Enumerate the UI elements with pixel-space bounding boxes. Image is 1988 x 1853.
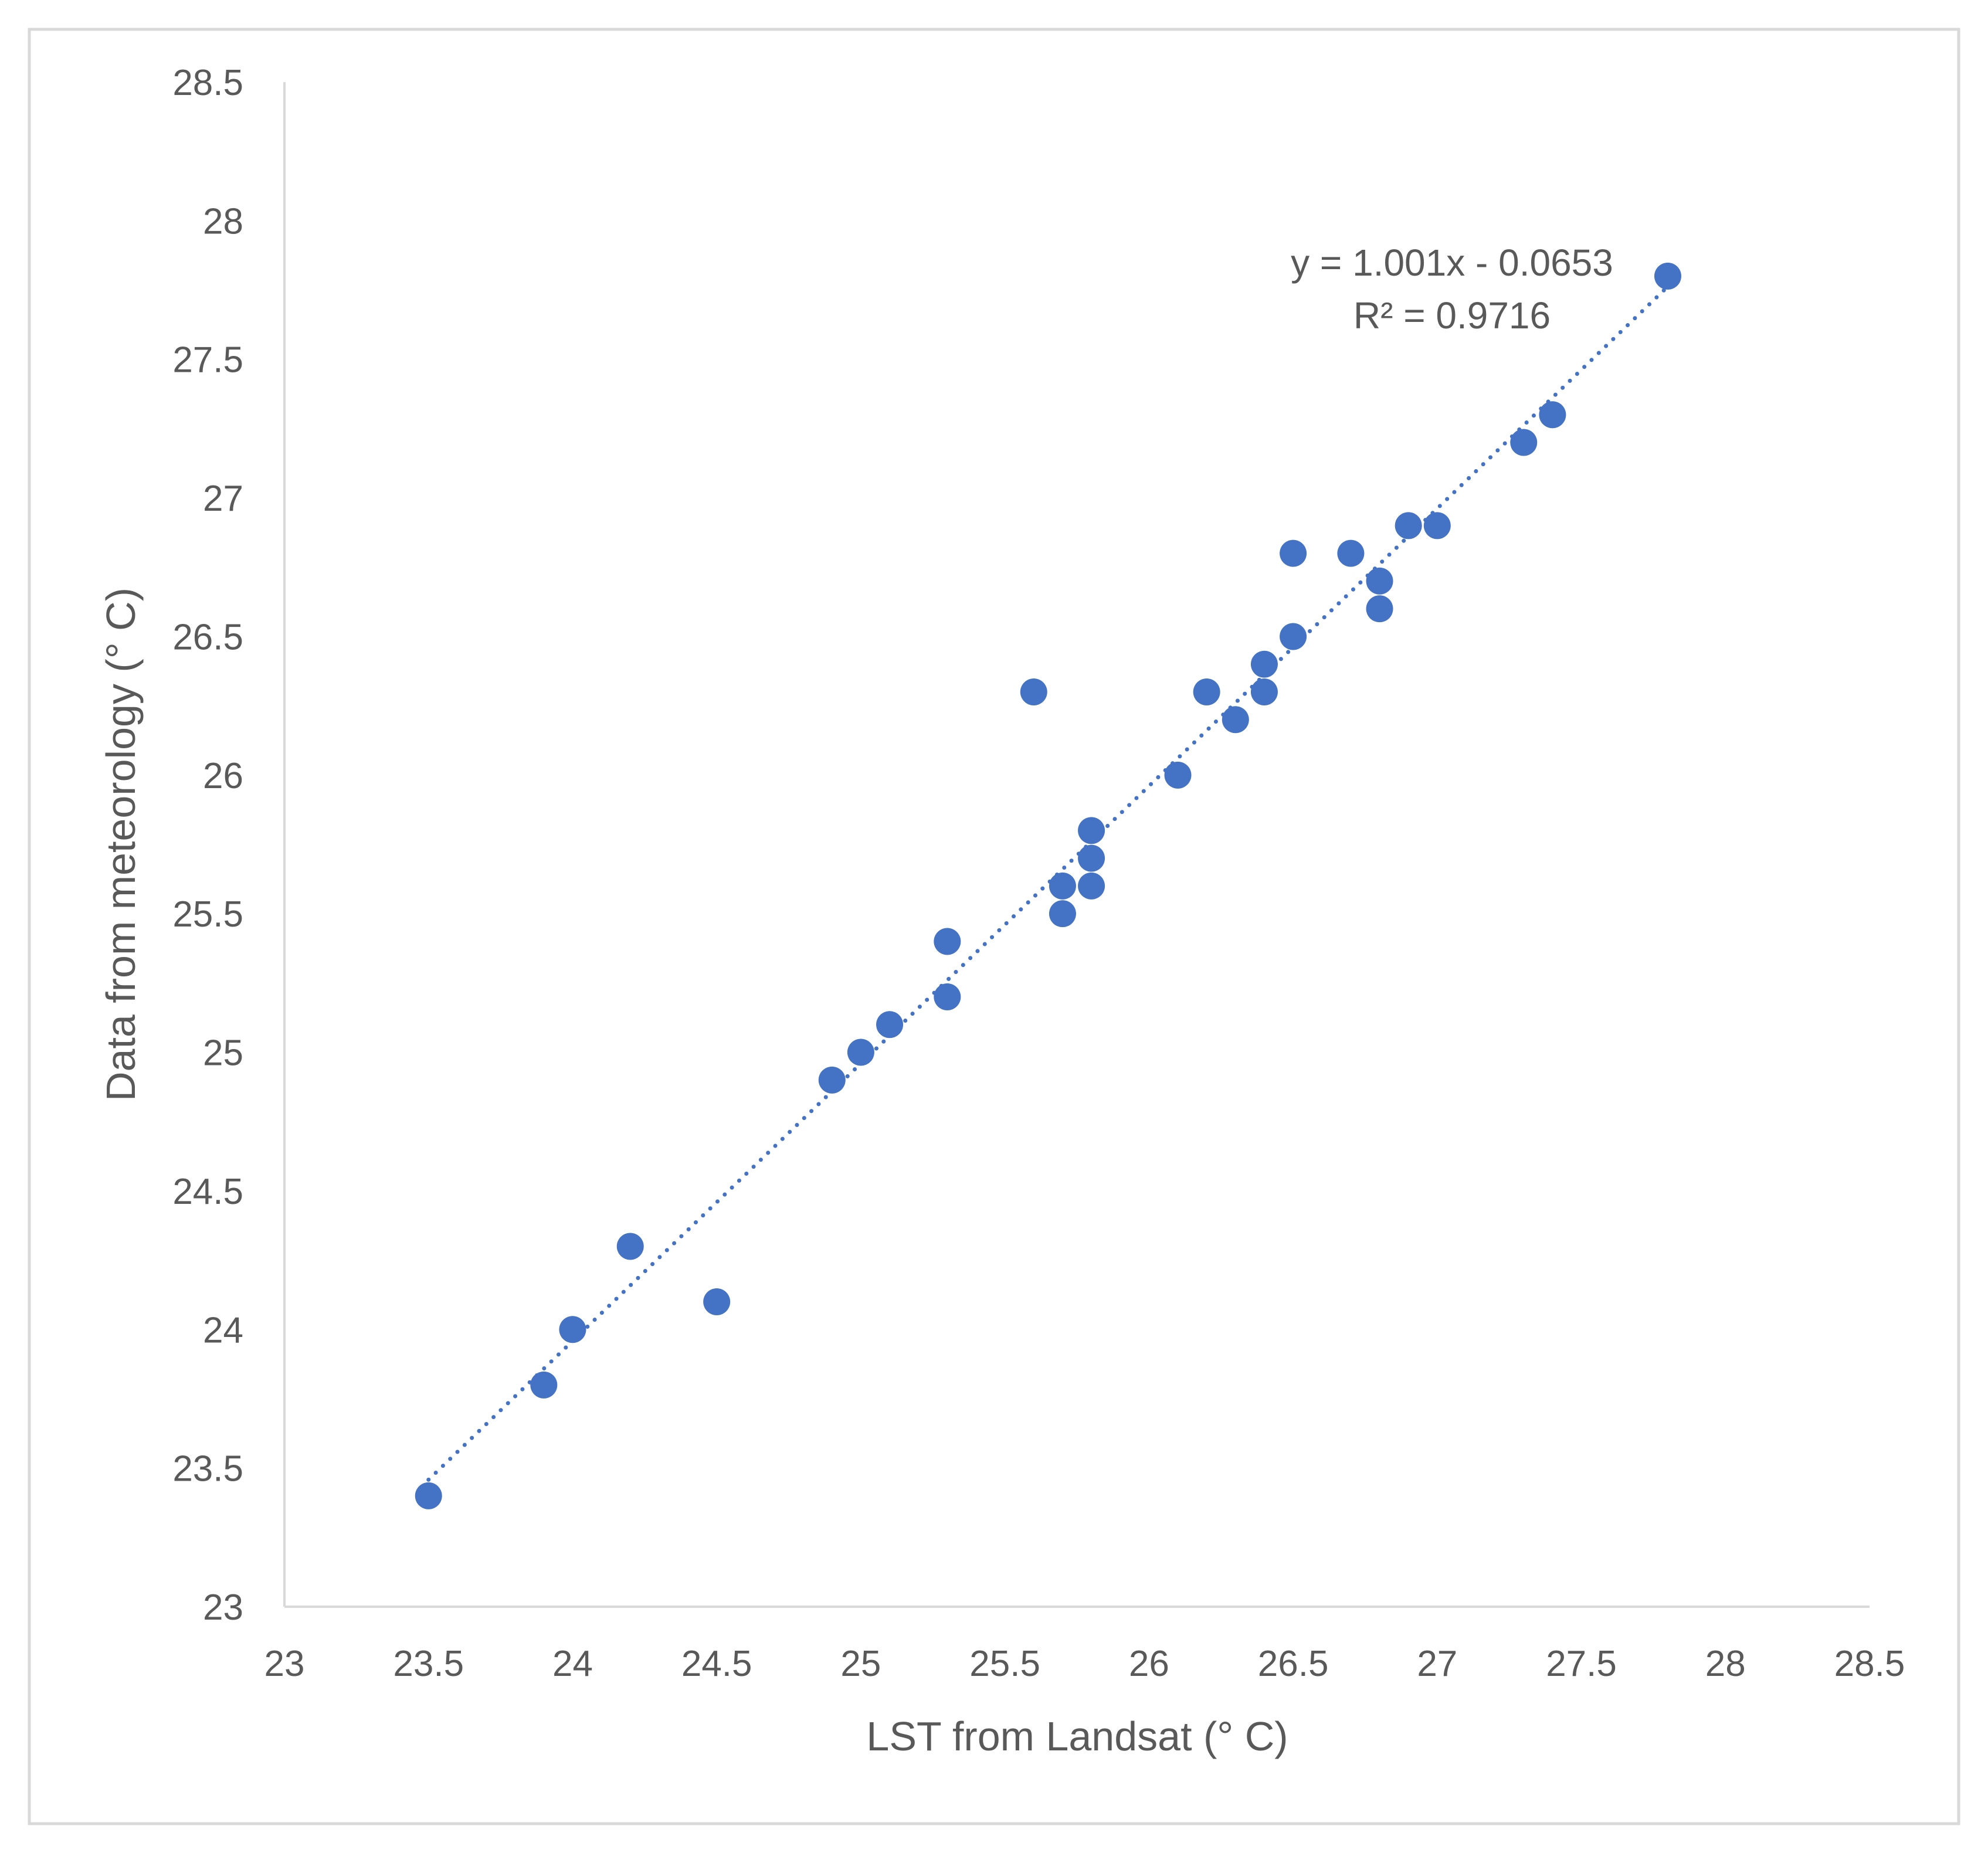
data-point [1193, 678, 1220, 705]
x-tick-label: 25.5 [969, 1644, 1040, 1684]
x-tick-label: 23.5 [393, 1644, 464, 1684]
x-tick-label: 23 [264, 1644, 305, 1684]
x-tick-label: 26 [1129, 1644, 1169, 1684]
data-point [616, 1233, 644, 1260]
data-point [1020, 678, 1047, 705]
trendline-r2: R² = 0.9716 [1353, 294, 1551, 337]
data-point [1049, 872, 1076, 900]
data-point [1222, 706, 1249, 734]
x-axis-title: LST from Landsat (° C) [866, 1713, 1288, 1759]
data-point [1423, 512, 1451, 539]
chart-frame [28, 28, 1960, 1825]
y-tick-label: 26 [203, 756, 243, 796]
x-tick-label: 27.5 [1546, 1644, 1617, 1684]
data-point [818, 1066, 846, 1094]
data-point [934, 928, 961, 955]
x-tick-label: 24.5 [681, 1644, 752, 1684]
y-tick-labels: 23 23.5 24 24.5 25 25.5 26 26.5 27 27.5 28 28.5 [172, 63, 243, 1628]
y-tick-label: 24.5 [172, 1172, 243, 1212]
x-tick-label: 27 [1417, 1644, 1457, 1684]
y-tick-label: 26.5 [172, 617, 243, 657]
y-tick-label: 23 [203, 1587, 243, 1628]
data-point [1395, 512, 1422, 539]
x-tick-label: 28.5 [1834, 1644, 1905, 1684]
data-point [1250, 678, 1278, 705]
data-point [876, 1011, 904, 1039]
x-tick-label: 24 [552, 1644, 593, 1684]
data-point [530, 1371, 558, 1399]
data-point [1280, 539, 1307, 567]
y-tick-label: 27 [203, 478, 243, 519]
y-tick-label: 27.5 [172, 340, 243, 381]
y-tick-label: 24 [203, 1310, 243, 1350]
data-point [415, 1482, 442, 1509]
y-tick-label: 25.5 [172, 894, 243, 935]
data-point [1337, 539, 1365, 567]
x-tick-label: 25 [840, 1644, 881, 1684]
y-tick-label: 25 [203, 1033, 243, 1074]
x-tick-labels: 23 23.5 24 24.5 25 25.5 26 26.5 27 27.5 28 28.5 [264, 1644, 1905, 1684]
y-axis-title: Data from meteorology (° C) [98, 588, 144, 1101]
data-points [415, 262, 1681, 1509]
data-point [1250, 650, 1278, 678]
y-tick-label: 28.5 [172, 63, 243, 103]
data-point [1366, 567, 1393, 595]
data-point [1049, 900, 1076, 928]
data-point [1510, 429, 1538, 456]
data-point [1164, 761, 1192, 789]
data-point [934, 983, 961, 1010]
data-point [1078, 844, 1105, 872]
data-point [703, 1288, 731, 1315]
x-tick-label: 26.5 [1258, 1644, 1329, 1684]
x-tick-label: 28 [1705, 1644, 1746, 1684]
data-point [1078, 872, 1105, 900]
data-point [1280, 623, 1307, 650]
data-point [1539, 401, 1566, 429]
trendline-equation: y = 1.001x - 0.0653 [1291, 242, 1613, 284]
data-point [559, 1316, 586, 1343]
data-point [1366, 595, 1393, 623]
data-point [847, 1039, 874, 1066]
y-tick-label: 28 [203, 201, 243, 242]
trendline [426, 284, 1670, 1482]
data-point [1078, 817, 1105, 844]
data-point [1654, 262, 1681, 290]
y-tick-label: 23.5 [172, 1449, 243, 1489]
